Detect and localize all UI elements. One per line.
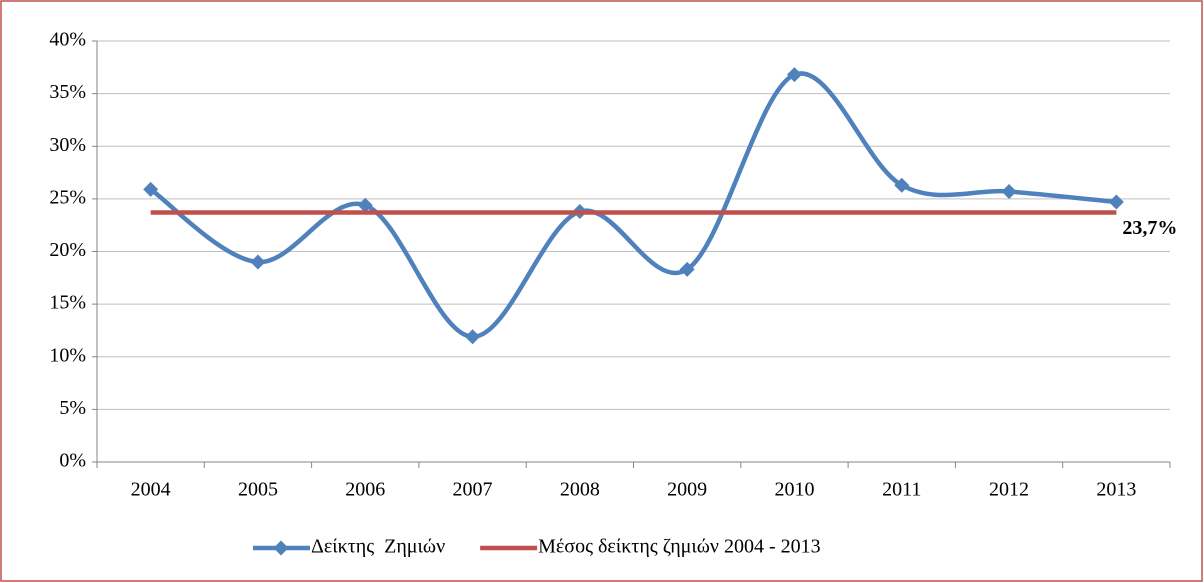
point-marker bbox=[894, 177, 910, 193]
y-tick-label: 30% bbox=[49, 134, 86, 156]
y-tick-label: 40% bbox=[49, 29, 86, 51]
point-marker bbox=[1001, 184, 1017, 200]
y-tick-label: 25% bbox=[49, 186, 86, 208]
x-tick-label: 2004 bbox=[131, 479, 171, 501]
y-tick-label: 5% bbox=[59, 397, 86, 419]
legend-marker bbox=[273, 540, 289, 556]
point-marker bbox=[250, 254, 266, 270]
y-tick-label: 35% bbox=[49, 81, 86, 103]
x-tick-label: 2011 bbox=[882, 479, 921, 501]
y-tick-label: 0% bbox=[59, 450, 86, 472]
y-tick-label: 20% bbox=[49, 239, 86, 261]
point-marker bbox=[679, 261, 695, 277]
x-tick-label: 2006 bbox=[345, 479, 385, 501]
x-tick-label: 2013 bbox=[1096, 479, 1136, 501]
x-tick-label: 2005 bbox=[238, 479, 278, 501]
point-marker bbox=[465, 329, 481, 345]
point-marker bbox=[357, 197, 373, 213]
y-tick-label: 10% bbox=[49, 344, 86, 366]
y-tick-label: 15% bbox=[49, 292, 86, 314]
legend-label: Μέσος δείκτης ζημιών 2004 - 2013 bbox=[538, 536, 821, 558]
point-marker bbox=[786, 67, 802, 83]
legend-label: Δείκτης Ζημιών bbox=[311, 536, 445, 558]
series-line bbox=[149, 71, 1117, 340]
point-marker bbox=[1108, 194, 1124, 210]
x-tick-label: 2010 bbox=[774, 479, 814, 501]
x-tick-label: 2007 bbox=[453, 479, 493, 501]
data-label: 23,7% bbox=[1122, 217, 1177, 239]
x-tick-label: 2009 bbox=[667, 479, 707, 501]
x-tick-label: 2008 bbox=[560, 479, 600, 501]
x-tick-label: 2012 bbox=[989, 479, 1029, 501]
point-marker bbox=[143, 181, 159, 197]
